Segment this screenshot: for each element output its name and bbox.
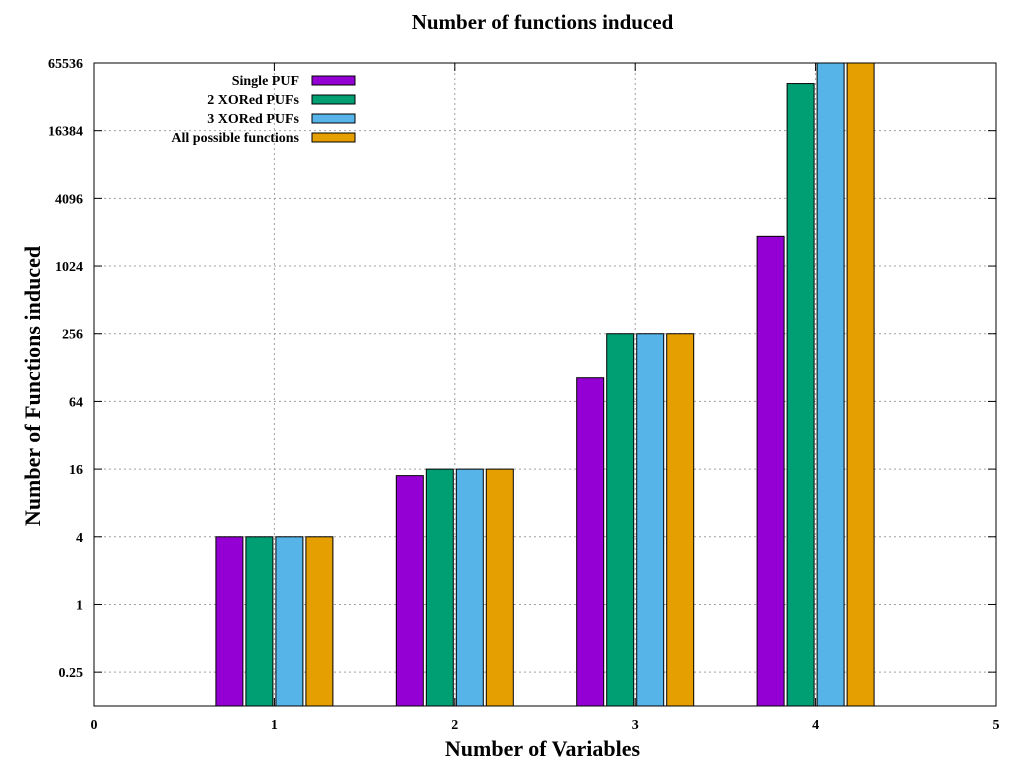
- x-tick-label: 1: [271, 718, 278, 733]
- chart-title: Number of functions induced: [411, 10, 674, 34]
- x-tick-label: 3: [632, 718, 639, 733]
- x-tick-label: 0: [91, 718, 98, 733]
- bar: [425, 468, 454, 707]
- y-tick-label: 1: [76, 598, 83, 613]
- bar: [395, 475, 424, 707]
- y-tick-label: 0.25: [59, 666, 84, 681]
- bar: [606, 333, 635, 707]
- legend-swatch: [311, 113, 356, 124]
- bar: [576, 377, 605, 707]
- bar: [245, 536, 274, 707]
- y-tick-label: 64: [69, 395, 83, 410]
- legend-label: 3 XORed PUFs: [207, 112, 299, 127]
- bar: [305, 536, 334, 707]
- bar: [666, 333, 695, 707]
- bar: [846, 62, 875, 707]
- x-tick-label: 2: [451, 718, 458, 733]
- legend-swatch: [311, 132, 356, 143]
- y-tick-label: 4096: [55, 192, 83, 207]
- legend-swatch: [311, 75, 356, 86]
- x-tick-label: 4: [812, 718, 819, 733]
- bar: [816, 62, 845, 707]
- legend-swatch: [311, 94, 356, 105]
- plot-frame: [93, 62, 997, 707]
- y-tick-label: 256: [62, 328, 83, 343]
- legend-label: 2 XORed PUFs: [207, 93, 299, 108]
- y-tick-label: 1024: [55, 260, 83, 275]
- x-tick-label: 5: [993, 718, 1000, 733]
- y-tick-label: 65536: [48, 57, 83, 72]
- y-tick-label: 4: [76, 531, 83, 546]
- bar: [275, 536, 304, 707]
- bar: [455, 468, 484, 707]
- bar: [485, 468, 514, 707]
- y-tick-label: 16: [69, 463, 83, 478]
- bar: [756, 235, 785, 707]
- bar: [636, 333, 665, 707]
- bar: [786, 83, 815, 707]
- x-axis-label: Number of Variables: [444, 736, 641, 761]
- y-tick-label: 16384: [48, 125, 83, 140]
- bar: [215, 536, 244, 707]
- legend-label: All possible functions: [171, 131, 299, 146]
- legend-label: Single PUF: [232, 74, 299, 89]
